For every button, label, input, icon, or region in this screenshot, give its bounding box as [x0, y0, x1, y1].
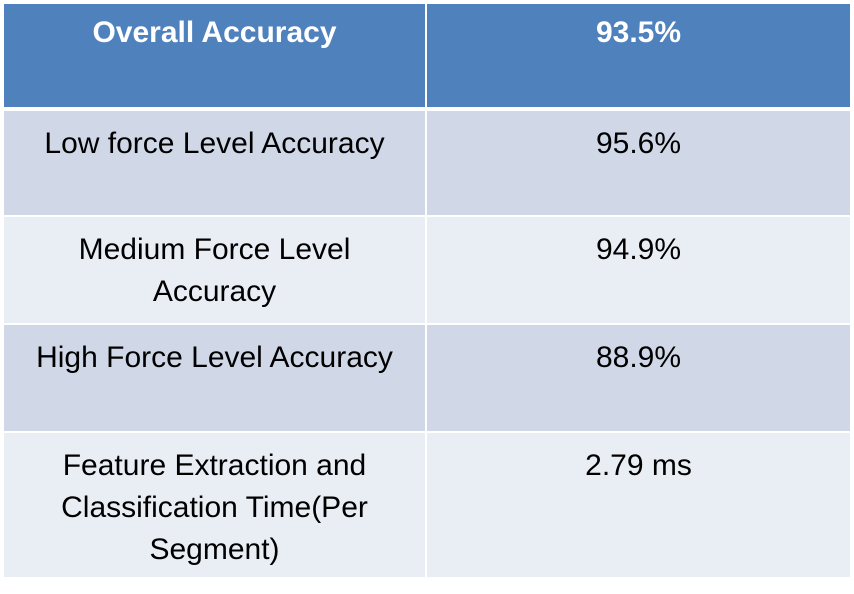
row-label-cell: Feature Extraction and Classification Ti… [4, 433, 427, 577]
row-value-cell: 95.6% [427, 111, 850, 217]
table-row: Feature Extraction and Classification Ti… [4, 433, 850, 577]
row-label-text: Medium Force Level Accuracy [78, 233, 351, 308]
accuracy-results-table: Overall Accuracy 93.5% Low force Level A… [4, 4, 850, 577]
row-label-cell: Medium Force Level Accuracy [4, 217, 427, 325]
row-value-cell: 88.9% [427, 325, 850, 433]
row-label-text: Feature Extraction and Classification Ti… [61, 449, 368, 566]
row-value-cell: 2.79 ms [427, 433, 850, 577]
row-label-cell: High Force Level Accuracy [4, 325, 427, 433]
table-row: Low force Level Accuracy 95.6% [4, 111, 850, 217]
row-value-cell: 94.9% [427, 217, 850, 325]
results-table-container: Overall Accuracy 93.5% Low force Level A… [4, 4, 850, 577]
row-label-cell: Low force Level Accuracy [4, 111, 427, 217]
table-row: Medium Force Level Accuracy 94.9% [4, 217, 850, 325]
header-value-cell: 93.5% [427, 4, 850, 111]
table-header-row: Overall Accuracy 93.5% [4, 4, 850, 111]
header-label-cell: Overall Accuracy [4, 4, 427, 111]
table-row: High Force Level Accuracy 88.9% [4, 325, 850, 433]
